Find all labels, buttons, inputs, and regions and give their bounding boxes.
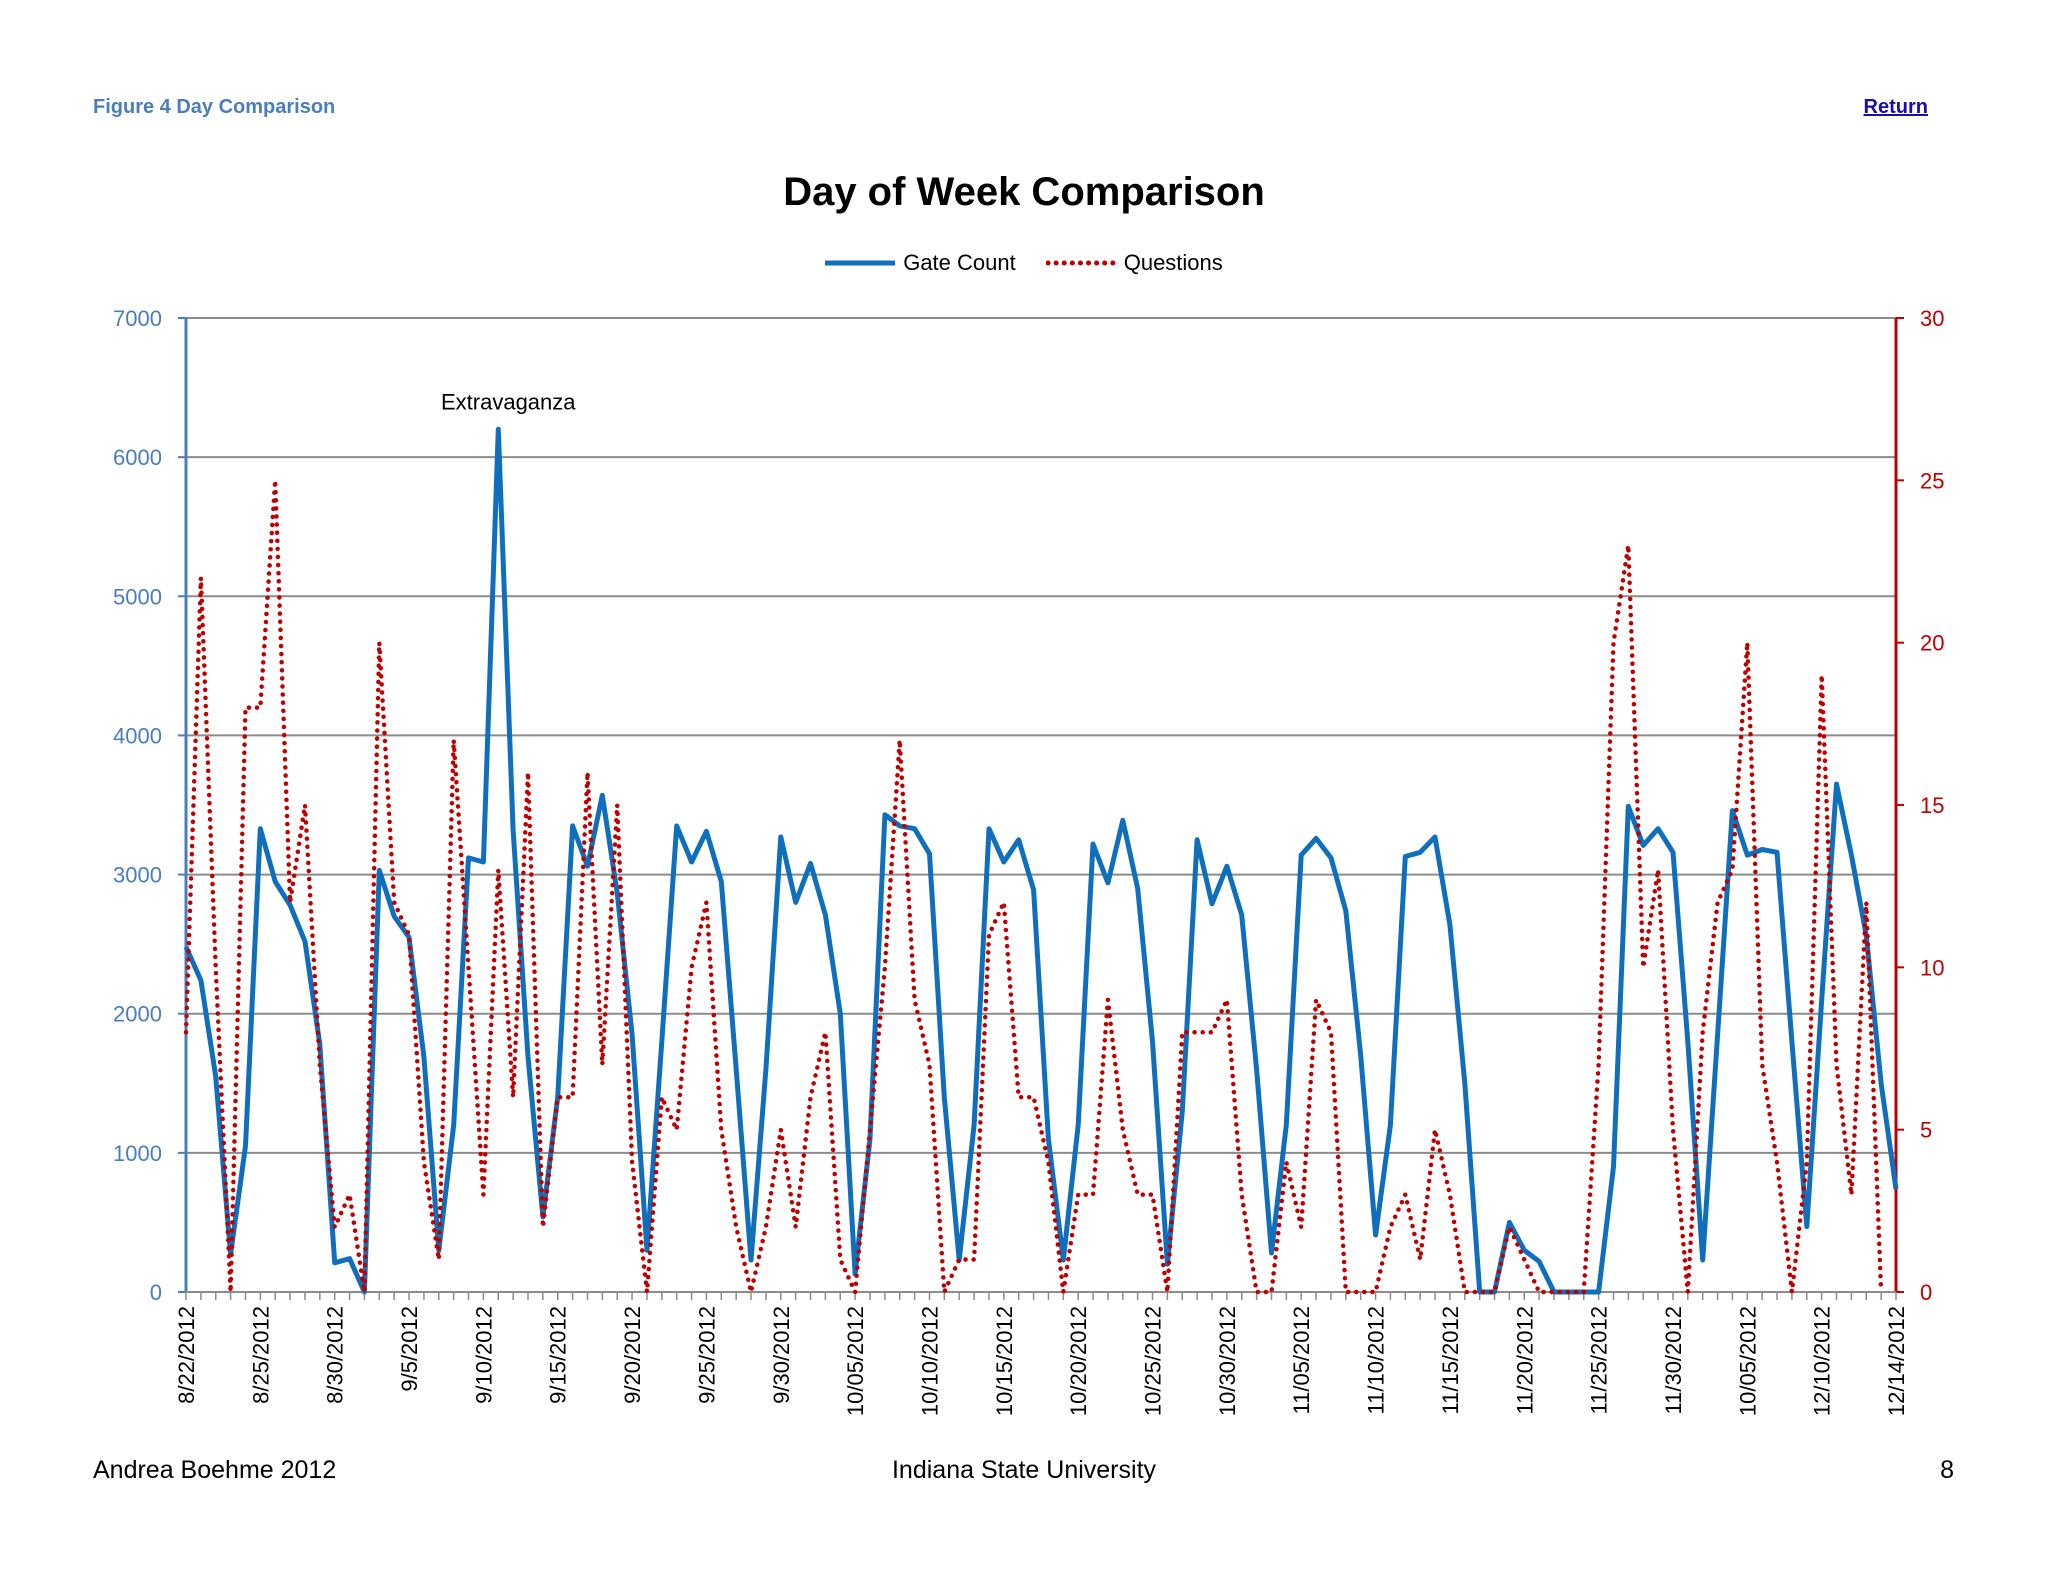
return-link[interactable]: Return [1863,96,1928,118]
chart-title: Day of Week Comparison [783,170,1265,214]
questions-line [183,478,1884,1295]
footer-page-number: 8 [1940,1456,1954,1484]
x-tick-label: 8/25/2012 [248,1306,273,1404]
y-left-tick-label: 5000 [113,584,162,609]
x-tick-label: 11/15/2012 [1438,1306,1463,1414]
x-tick-label: 11/10/2012 [1364,1306,1389,1414]
x-tick-label: 10/20/2012 [1066,1306,1091,1416]
x-tick-label: 10/30/2012 [1215,1306,1240,1416]
y-left-tick-label: 6000 [113,445,162,470]
extravaganza-annotation: Extravaganza [441,389,576,414]
legend-swatch-gate-count [825,260,896,266]
figure-label: Figure 4 Day Comparison [93,96,336,118]
x-tick-label: 12/10/2012 [1810,1306,1835,1416]
x-tick-label: 10/15/2012 [992,1306,1017,1416]
y-right-tick-label: 30 [1920,306,1944,331]
y-left-tick-label: 4000 [113,723,162,748]
y-right-tick-label: 15 [1920,793,1944,818]
x-tick-label: 9/30/2012 [769,1306,794,1404]
y-left-tick-label: 7000 [113,306,162,331]
x-tick-label: 8/30/2012 [323,1306,348,1404]
x-tick-label: 9/15/2012 [546,1306,571,1404]
y-right-tick-label: 25 [1920,468,1944,493]
x-tick-label: 12/14/2012 [1884,1306,1909,1416]
legend-label-questions: Questions [1123,250,1223,275]
x-tick-label: 8/22/2012 [174,1306,199,1404]
y-right-tick-label: 5 [1920,1118,1932,1143]
legend-label-gate-count: Gate Count [903,250,1016,275]
x-tick-label: 10/10/2012 [917,1306,942,1416]
y-left-tick-label: 3000 [113,863,162,888]
x-tick-label: 11/30/2012 [1661,1306,1686,1414]
x-tick-label: 11/05/2012 [1289,1306,1314,1414]
x-tick-label: 10/05/2012 [1735,1306,1760,1416]
chart-legend: Gate Count Questions [0,250,2048,276]
footer-author: Andrea Boehme 2012 [93,1456,337,1484]
x-tick-label: 10/25/2012 [1141,1306,1166,1416]
y-right-tick-label: 10 [1920,955,1944,980]
y-right-tick-label: 0 [1920,1280,1932,1305]
legend-swatch-questions [1045,260,1116,266]
legend-item-gate-count: Gate Count [825,250,1016,276]
y-right-tick-label: 20 [1920,631,1944,656]
y-left-tick-label: 2000 [113,1002,162,1027]
footer-institution: Indiana State University [891,1456,1157,1484]
legend-item-questions: Questions [1045,250,1223,276]
x-tick-label: 11/25/2012 [1587,1306,1612,1414]
x-tick-label: 9/5/2012 [397,1306,422,1392]
x-tick-label: 9/25/2012 [694,1306,719,1404]
x-tick-label: 11/20/2012 [1512,1306,1537,1414]
x-tick-label: 9/10/2012 [471,1306,496,1404]
y-left-tick-label: 1000 [113,1141,162,1166]
y-left-tick-label: 0 [150,1280,162,1305]
gate-count-line [183,426,1899,1295]
x-tick-label: 9/20/2012 [620,1306,645,1404]
x-tick-label: 10/05/2012 [843,1306,868,1416]
